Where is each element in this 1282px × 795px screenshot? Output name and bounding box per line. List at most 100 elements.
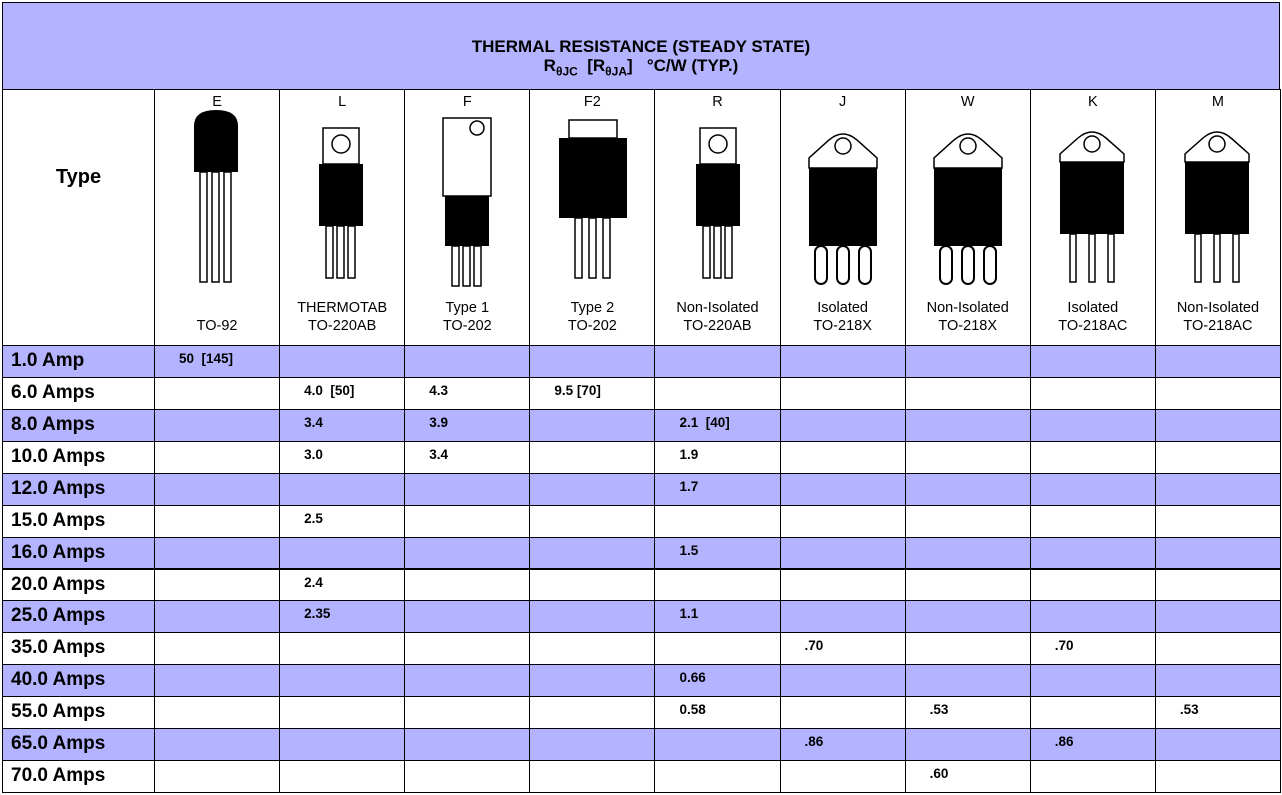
icon-to202-type2 (558, 119, 628, 279)
title: THERMAL RESISTANCE (STEADY STATE) (471, 37, 811, 56)
icon-to220 (695, 127, 741, 279)
package-name: Non-Isolated TO-218X (906, 299, 1030, 335)
value-cell (404, 728, 531, 762)
value-cell (279, 632, 406, 666)
value-cell: 1.5 (654, 536, 781, 570)
value-cell (154, 440, 281, 474)
value-cell (1154, 728, 1281, 762)
row-label: 55.0 Amps (11, 701, 106, 723)
package-name: TO-92 (155, 317, 279, 335)
value-cell (404, 472, 531, 506)
package-code: E (212, 94, 222, 110)
package-name: THERMOTAB TO-220AB (280, 299, 404, 335)
value-cell (529, 536, 656, 570)
value-cell (904, 536, 1031, 570)
package-name-line: TO-202 (567, 318, 617, 334)
value-cell: 1.7 (654, 472, 781, 506)
value: 1.9 (679, 446, 699, 462)
value-cell (1154, 760, 1281, 793)
value-cell (279, 536, 406, 570)
value: .53 (929, 702, 949, 718)
value-cell (529, 472, 656, 506)
value: .53 (1179, 702, 1199, 718)
icon-to202-type1 (442, 117, 492, 287)
row-label-cell: 8.0 Amps (2, 408, 155, 442)
value-cell: 2.35 (279, 600, 406, 634)
icon-to218x (808, 133, 878, 285)
row-label-cell: 16.0 Amps (2, 536, 155, 570)
value-cell (1029, 345, 1156, 378)
value-cell: 50 [145] (154, 345, 281, 378)
value-cell (779, 760, 906, 793)
value: 3.9 (429, 414, 448, 430)
value-cell (1029, 696, 1156, 730)
package-name: Isolated TO-218X (781, 299, 905, 335)
row-label: 16.0 Amps (11, 541, 106, 563)
subtitle: RθJC [RθJA] °C/W (TYP.) (3, 56, 1279, 81)
value-cell (904, 664, 1031, 698)
value-cell: .53 (1154, 696, 1281, 730)
row-label-cell: 35.0 Amps (2, 632, 155, 666)
package-name: Isolated TO-218AC (1031, 299, 1155, 335)
value-cell (404, 632, 531, 666)
package-name-line: TO-218X (938, 318, 997, 334)
package-code: F (462, 94, 472, 110)
package-name-line: Non-Isolated (676, 300, 759, 316)
package-code: M (1211, 94, 1224, 110)
value-cell (529, 664, 656, 698)
package-name-line: Isolated (817, 300, 868, 316)
value-cell (154, 760, 281, 793)
value-cell (1154, 472, 1281, 506)
value-cell (654, 760, 781, 793)
value-cell (904, 376, 1031, 410)
value-cell (529, 408, 656, 442)
value: .86 (1054, 734, 1074, 750)
value-cell (904, 408, 1031, 442)
type-label: Type (55, 166, 102, 188)
row-label: 25.0 Amps (11, 605, 106, 627)
value-cell (654, 345, 781, 378)
value-cell (654, 504, 781, 538)
value-cell (404, 345, 531, 378)
package-name-line: TO-92 (196, 318, 238, 334)
row-label-cell: 6.0 Amps (2, 376, 155, 410)
icon-to92 (193, 109, 239, 283)
value: .60 (929, 766, 949, 782)
value: 1.5 (679, 542, 699, 558)
package-code: K (1087, 94, 1098, 110)
value: 2.4 (304, 574, 323, 590)
package-name-line: Non-Isolated (926, 300, 1009, 316)
value: 4.0 [50] (304, 382, 355, 398)
row-label: 65.0 Amps (11, 733, 106, 755)
package-name-line: TO-202 (442, 318, 492, 334)
value: 4.3 (429, 382, 448, 398)
value-cell (529, 760, 656, 793)
row-label: 1.0 Amp (11, 350, 85, 371)
value-cell (654, 728, 781, 762)
value-cell: 3.4 (404, 440, 531, 474)
package-name-line: Non-Isolated (1176, 300, 1260, 316)
package-name: Non-Isolated TO-220AB (655, 299, 779, 335)
package-code: W (960, 94, 975, 110)
subtitle-part: θJC (555, 64, 578, 79)
value-cell (404, 760, 531, 793)
row-label-cell: 70.0 Amps (2, 760, 155, 793)
value: 2.35 (304, 606, 331, 622)
value-cell (404, 696, 531, 730)
icon-to218ac (1184, 131, 1250, 283)
value-cell (904, 345, 1031, 378)
row-label: 70.0 Amps (11, 765, 106, 787)
value: 50 [145] (179, 351, 234, 366)
value: 1.1 (679, 606, 699, 622)
package-code: F2 (583, 94, 601, 110)
value-cell (529, 632, 656, 666)
value-cell (1154, 568, 1281, 602)
value: .70 (804, 638, 824, 654)
value-cell: 4.3 (404, 376, 531, 410)
value-cell (779, 376, 906, 410)
value-cell (1154, 632, 1281, 666)
row-label-cell: 10.0 Amps (2, 440, 155, 474)
value: 0.58 (679, 702, 706, 718)
